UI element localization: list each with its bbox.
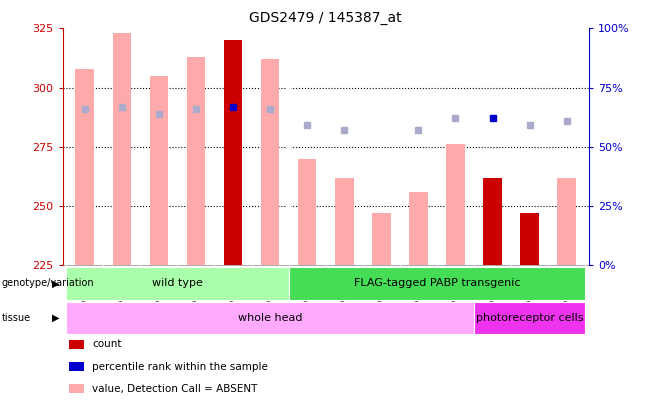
Bar [187, 57, 205, 265]
Text: whole head: whole head [238, 313, 303, 323]
Text: ▶: ▶ [52, 313, 59, 323]
Text: value, Detection Call = ABSENT: value, Detection Call = ABSENT [92, 384, 257, 394]
Text: ▶: ▶ [52, 279, 59, 288]
Bar [149, 76, 168, 265]
Bar [557, 178, 576, 265]
Text: tissue: tissue [1, 313, 30, 323]
Text: FLAG-tagged PABP transgenic: FLAG-tagged PABP transgenic [353, 279, 520, 288]
Bar [372, 213, 391, 265]
Bar [261, 59, 280, 265]
Bar [335, 178, 353, 265]
Text: count: count [92, 339, 122, 349]
Text: photoreceptor cells: photoreceptor cells [476, 313, 584, 323]
Bar [298, 159, 316, 265]
Text: percentile rank within the sample: percentile rank within the sample [92, 362, 268, 371]
Title: GDS2479 / 145387_at: GDS2479 / 145387_at [249, 11, 402, 25]
Bar [520, 213, 539, 265]
Text: wild type: wild type [152, 279, 203, 288]
Text: genotype/variation: genotype/variation [1, 279, 94, 288]
Bar [113, 33, 131, 265]
Bar [224, 40, 242, 265]
Bar [409, 192, 428, 265]
Bar [483, 178, 502, 265]
Bar [76, 68, 94, 265]
Bar [446, 145, 465, 265]
